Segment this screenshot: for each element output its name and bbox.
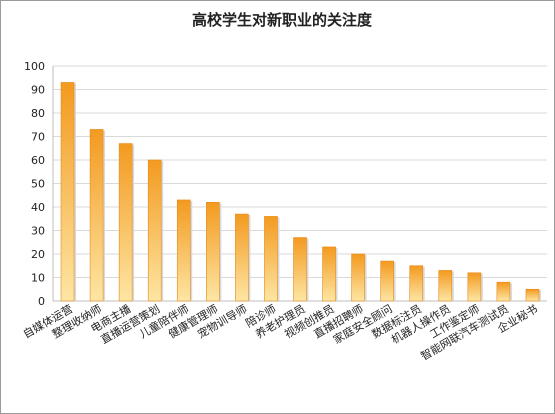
bar	[147, 159, 162, 302]
y-tick-label: 80	[31, 107, 45, 120]
bar	[409, 265, 424, 302]
bars	[60, 82, 541, 302]
bar	[380, 260, 394, 302]
y-tick-label: 70	[31, 131, 45, 144]
y-tick-label: 0	[38, 295, 45, 308]
bar	[264, 216, 278, 302]
bar	[351, 253, 365, 302]
y-tick-label: 90	[31, 84, 45, 97]
y-tick-label: 10	[31, 272, 45, 285]
bar	[118, 143, 133, 302]
bar	[176, 199, 191, 302]
y-tick-label: 40	[31, 201, 45, 214]
bar	[496, 281, 511, 302]
y-tick-label: 50	[31, 178, 45, 191]
bar	[293, 237, 307, 302]
bar	[89, 129, 104, 302]
y-tick-label: 60	[31, 154, 45, 167]
bar	[322, 246, 336, 302]
y-tick-label: 30	[31, 225, 45, 238]
chart-title: 高校学生对新职业的关注度	[192, 11, 373, 29]
bar	[206, 202, 220, 302]
grid-lines	[52, 65, 547, 302]
x-axis-labels: 自媒体运营整理收纳师电商主播直播运营策划儿童陪伴师健康管理师宠物训导师陪诊师养老…	[20, 301, 540, 363]
bar	[525, 288, 540, 302]
bar	[438, 270, 453, 302]
y-tick-label: 20	[31, 248, 45, 261]
bar	[235, 213, 249, 302]
y-axis-ticks: 0 10 20 30 40 50 60 70 80 90 100	[24, 60, 45, 308]
y-tick-label: 100	[24, 60, 45, 73]
bar	[60, 82, 75, 302]
bar	[467, 272, 482, 302]
